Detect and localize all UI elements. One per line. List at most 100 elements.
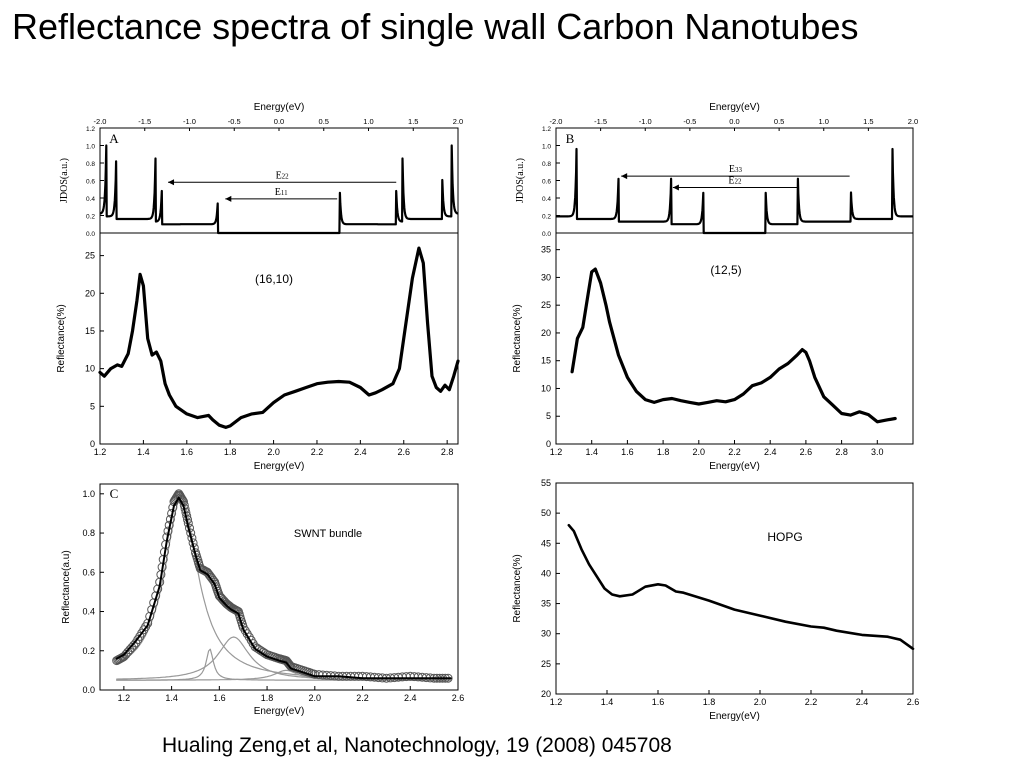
transition-subscript: 22 xyxy=(735,178,743,186)
y-tick-label: 0.2 xyxy=(86,214,95,221)
x-tick-label-top: -1.5 xyxy=(594,117,607,126)
x-tick-label: 2.2 xyxy=(356,693,369,703)
x-tick-label-top: 2.0 xyxy=(453,117,463,126)
data-points xyxy=(112,489,453,683)
y-tick-label: 25 xyxy=(541,300,551,310)
y-tick-label: 0.0 xyxy=(542,231,551,238)
x-tick-label: 2.8 xyxy=(835,447,848,457)
x-tick-label: 2.4 xyxy=(764,447,777,457)
panel-annotation: (12,5) xyxy=(710,263,741,277)
y-tick-label: 35 xyxy=(541,599,551,609)
jdos-panel-a: -2.0 -1.5 -1.0 -0.5 0.0 0.5 1.0 1.5 2.0 0.0 0.2 0.4… xyxy=(59,102,463,238)
x-tick-label: 3.0 xyxy=(871,447,884,457)
panel-letter: B xyxy=(566,131,575,146)
y-axis-label: Reflectance(%) xyxy=(512,554,523,622)
x-axis-label: Energy(eV) xyxy=(254,461,305,472)
transition-label: E11 xyxy=(275,187,288,198)
y-tick-label: 1.2 xyxy=(86,126,95,133)
y-tick-label: 0.6 xyxy=(82,567,95,577)
x-tick-label: 1.4 xyxy=(165,693,178,703)
x-tick-label: 1.4 xyxy=(137,447,150,457)
x-tick-label: 2.6 xyxy=(800,447,813,457)
x-tick-label: 1.2 xyxy=(94,447,107,457)
y-tick-label: 25 xyxy=(85,251,95,261)
panel-letter: A xyxy=(109,131,119,146)
x-tick-label: 2.0 xyxy=(693,447,706,457)
y-tick-label: 10 xyxy=(85,364,95,374)
transition-label: E22 xyxy=(276,170,290,181)
x-tick-label-top: -1.0 xyxy=(639,117,652,126)
x-tick-label-top: 0.0 xyxy=(274,117,284,126)
y-tick-label: 0.2 xyxy=(82,646,95,656)
plot-frame xyxy=(99,483,459,691)
panel-annotation: (16,10) xyxy=(255,272,293,286)
y-tick-label: 0.2 xyxy=(542,214,551,221)
y-axis-label: Reflectance(%) xyxy=(512,304,523,372)
reflectance-12-5-panel: 0 5 10 15 20 25 30 35 1.2 1.4 1.6 1.8 2.0 2.2 2.4 2.6 2.… xyxy=(512,232,914,472)
x-tick-label: 1.2 xyxy=(550,447,563,457)
x-tick-label-top: 0.5 xyxy=(319,117,329,126)
data-point xyxy=(143,618,153,628)
citation: Hualing Zeng,et al, Nanotechnology, 19 (… xyxy=(162,734,672,757)
jdos-curve xyxy=(555,147,914,235)
x-tick-label-top: -2.0 xyxy=(550,117,563,126)
panel-letter: C xyxy=(110,486,119,501)
x-tick-label: 1.6 xyxy=(213,693,226,703)
x-tick-label: 2.2 xyxy=(805,697,818,707)
y-tick-label: 15 xyxy=(541,356,551,366)
y-tick-label: 35 xyxy=(541,245,551,255)
plot-frame xyxy=(555,482,914,695)
reflectance-16-10-panel: 0 5 10 15 20 25 1.2 1.4 1.6 1.8 2.0 2.2 2.4 2.6 2.8 Ene… xyxy=(56,232,460,472)
y-tick-label: 0.0 xyxy=(86,231,95,238)
y-tick-label: 20 xyxy=(541,689,551,699)
x-tick-label: 1.6 xyxy=(621,447,634,457)
x-tick-label: 2.4 xyxy=(856,697,869,707)
x-tick-label-top: -0.5 xyxy=(683,117,696,126)
y-tick-label: 0 xyxy=(90,439,95,449)
x-tick-label-top: -1.5 xyxy=(138,117,151,126)
transition-letter: E xyxy=(729,164,735,175)
y-axis-label: Reflectance(a.u) xyxy=(61,550,72,623)
y-tick-label: 30 xyxy=(541,629,551,639)
arrow-head xyxy=(672,184,679,191)
slide-title: Reflectance spectra of single wall Carbo… xyxy=(12,6,859,47)
x-tick-label: 1.4 xyxy=(585,447,598,457)
transition-letter: E xyxy=(728,176,734,187)
y-tick-label: 55 xyxy=(541,478,551,488)
x-tick-label: 2.6 xyxy=(397,447,410,457)
x-axis-label: Energy(eV) xyxy=(254,706,305,717)
y-tick-label: 45 xyxy=(541,538,551,548)
plot-frame xyxy=(99,232,459,445)
swnt-bundle-panel: 0.0 0.2 0.4 0.6 0.8 1.0 1.2 1.4 1.6 1.8 2.0 2.2 2.4 2… xyxy=(61,483,464,717)
x-tick-label-top: 1.5 xyxy=(863,117,873,126)
x-tick-label: 2.4 xyxy=(404,693,417,703)
x-tick-label-top: -2.0 xyxy=(94,117,107,126)
y-tick-label: 0.8 xyxy=(86,161,95,168)
transition-subscript: 22 xyxy=(282,172,290,180)
panel-annotation: SWNT bundle xyxy=(294,528,362,540)
x-axis-label: Energy(eV) xyxy=(709,102,760,113)
y-axis-label: Reflectance(%) xyxy=(56,304,67,372)
y-tick-label: 25 xyxy=(541,659,551,669)
y-tick-label: 10 xyxy=(541,383,551,393)
transition-letter: E xyxy=(275,187,281,198)
x-tick-label: 2.6 xyxy=(907,697,920,707)
y-tick-label: 0.4 xyxy=(86,196,95,203)
x-tick-label: 1.6 xyxy=(181,447,194,457)
y-tick-label: 1.0 xyxy=(542,144,551,151)
y-tick-label: 0.4 xyxy=(82,607,95,617)
transition-subscript: 11 xyxy=(281,189,288,197)
x-tick-label-top: 1.0 xyxy=(363,117,373,126)
y-tick-label: 0.0 xyxy=(82,685,95,695)
y-tick-label: 20 xyxy=(541,328,551,338)
transition-label: E33 xyxy=(729,164,743,175)
x-tick-label: 2.8 xyxy=(441,447,454,457)
y-tick-label: 50 xyxy=(541,508,551,518)
y-tick-label: 5 xyxy=(546,411,551,421)
x-tick-label: 1.2 xyxy=(550,697,563,707)
x-tick-label: 1.2 xyxy=(118,693,131,703)
x-axis-label: Energy(eV) xyxy=(709,461,760,472)
y-tick-label: 30 xyxy=(541,272,551,282)
x-tick-label-top: 0.0 xyxy=(729,117,739,126)
